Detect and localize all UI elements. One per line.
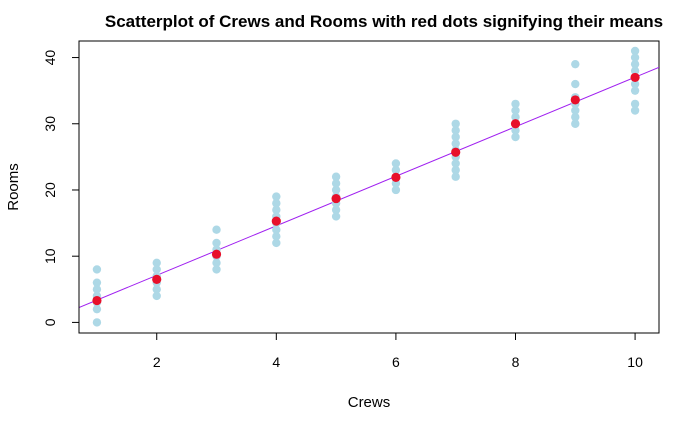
data-point bbox=[92, 285, 102, 294]
y-tick-label: 20 bbox=[42, 182, 58, 198]
data-point bbox=[630, 106, 640, 115]
data-point bbox=[212, 225, 221, 234]
data-point bbox=[511, 126, 520, 135]
mean-point bbox=[152, 274, 162, 284]
data-point bbox=[630, 86, 640, 95]
mean-point bbox=[630, 72, 640, 83]
data-point bbox=[451, 159, 460, 168]
x-axis-label: Crews bbox=[348, 394, 391, 411]
data-point bbox=[451, 139, 460, 148]
data-point bbox=[272, 232, 281, 241]
y-tick-label: 40 bbox=[42, 50, 58, 66]
data-point bbox=[451, 165, 460, 175]
data-point bbox=[451, 126, 460, 135]
data-point bbox=[391, 165, 401, 175]
data-point bbox=[92, 265, 102, 274]
x-tick-label: 6 bbox=[392, 354, 400, 370]
data-point bbox=[630, 46, 640, 56]
means-layer bbox=[92, 72, 640, 306]
data-point bbox=[630, 53, 640, 62]
mean-point bbox=[211, 249, 222, 259]
data-point bbox=[571, 79, 580, 89]
data-point bbox=[212, 238, 221, 248]
data-point bbox=[92, 304, 102, 314]
mean-point bbox=[570, 95, 580, 105]
x-tick-label: 2 bbox=[153, 354, 161, 370]
y-tick-label: 0 bbox=[42, 318, 58, 326]
data-point bbox=[451, 132, 460, 142]
data-point bbox=[331, 179, 341, 188]
data-point bbox=[272, 238, 281, 248]
data-point bbox=[571, 106, 580, 115]
data-point bbox=[152, 258, 161, 268]
data-point bbox=[272, 225, 281, 234]
data-point bbox=[331, 185, 341, 195]
regression-layer bbox=[79, 66, 659, 308]
data-point bbox=[272, 192, 281, 201]
mean-point bbox=[451, 147, 461, 157]
x-tick-label: 8 bbox=[512, 354, 520, 370]
data-point bbox=[331, 212, 341, 221]
data-point bbox=[152, 291, 161, 301]
data-point bbox=[92, 278, 102, 287]
data-point bbox=[152, 285, 161, 294]
x-tick-label: 10 bbox=[627, 354, 643, 370]
data-point bbox=[630, 79, 640, 89]
data-point bbox=[511, 99, 520, 109]
y-axis: 0 10 20 30 40 bbox=[42, 50, 80, 326]
points-layer bbox=[92, 46, 640, 327]
data-point bbox=[331, 205, 341, 215]
mean-point bbox=[92, 295, 102, 306]
data-point bbox=[272, 205, 281, 215]
data-point bbox=[571, 59, 580, 69]
data-point bbox=[152, 265, 161, 274]
data-point bbox=[511, 106, 520, 115]
x-axis: 2 4 6 8 10 bbox=[153, 332, 643, 370]
data-point bbox=[571, 119, 580, 128]
data-point bbox=[451, 172, 460, 181]
data-point bbox=[511, 132, 520, 142]
data-point bbox=[391, 185, 401, 195]
x-tick-label: 4 bbox=[272, 354, 280, 370]
data-point bbox=[391, 159, 401, 168]
data-point bbox=[272, 199, 281, 208]
data-point bbox=[451, 119, 460, 128]
y-tick-label: 30 bbox=[42, 116, 58, 132]
mean-point bbox=[271, 216, 281, 226]
data-point bbox=[630, 59, 640, 69]
y-tick-label: 10 bbox=[42, 248, 58, 264]
mean-point bbox=[510, 119, 521, 129]
data-point bbox=[630, 66, 640, 75]
data-point bbox=[511, 112, 520, 122]
regression-line bbox=[79, 66, 659, 308]
data-point bbox=[331, 172, 341, 181]
data-point bbox=[92, 318, 102, 327]
mean-point bbox=[391, 172, 401, 182]
data-point bbox=[571, 112, 580, 122]
chart-title: Scatterplot of Crews and Rooms with red … bbox=[105, 12, 663, 31]
mean-point bbox=[331, 193, 341, 204]
data-point bbox=[630, 99, 640, 109]
data-point bbox=[212, 265, 221, 274]
y-axis-label: Rooms bbox=[5, 163, 22, 211]
data-point bbox=[212, 258, 221, 268]
